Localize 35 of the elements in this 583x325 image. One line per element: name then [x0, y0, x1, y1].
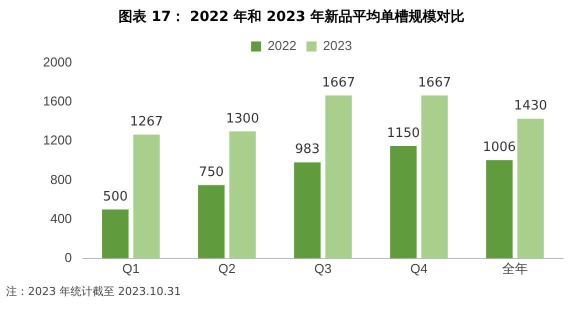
data-label: 1667: [322, 75, 356, 90]
data-label: 1667: [418, 75, 452, 90]
bar: [102, 210, 129, 258]
chart-title: 图表 17： 2022 年和 2023 年新品平均单槽规模对比: [118, 8, 466, 27]
y-tick-label: 2000: [43, 54, 72, 70]
data-label: 1006: [482, 140, 516, 155]
y-tick-label: 800: [50, 172, 72, 187]
bar: [325, 96, 352, 258]
data-label: 500: [102, 189, 128, 204]
legend-label: 2022: [268, 38, 296, 54]
bar: [486, 160, 513, 258]
bar: [294, 162, 321, 258]
x-tick-label: Q1: [122, 260, 140, 276]
legend-label: 2023: [323, 38, 352, 54]
x-tick-label: Q2: [218, 260, 236, 276]
data-label: 1300: [226, 111, 260, 126]
x-tick-label: Q4: [410, 260, 428, 276]
y-tick-label: 1200: [43, 132, 72, 148]
bar: [390, 146, 417, 258]
data-label: 1267: [130, 114, 164, 130]
bar: [198, 185, 225, 258]
bar: [517, 118, 544, 258]
y-tick-label: 1600: [43, 94, 72, 109]
bar: [421, 96, 448, 258]
text: 注：2023 年统计截至 2023.10.31: [6, 284, 182, 299]
data-label: 983: [294, 142, 320, 158]
bar: [133, 134, 160, 258]
data-label: 1150: [386, 126, 420, 141]
data-label: 750: [198, 165, 224, 180]
x-tick-label: 全年: [502, 260, 528, 276]
y-tick-label: 400: [50, 210, 72, 226]
y-tick-label: 0: [64, 250, 72, 265]
x-tick-label: Q3: [314, 260, 332, 276]
bar: [229, 131, 256, 258]
data-label: 1430: [514, 98, 548, 114]
